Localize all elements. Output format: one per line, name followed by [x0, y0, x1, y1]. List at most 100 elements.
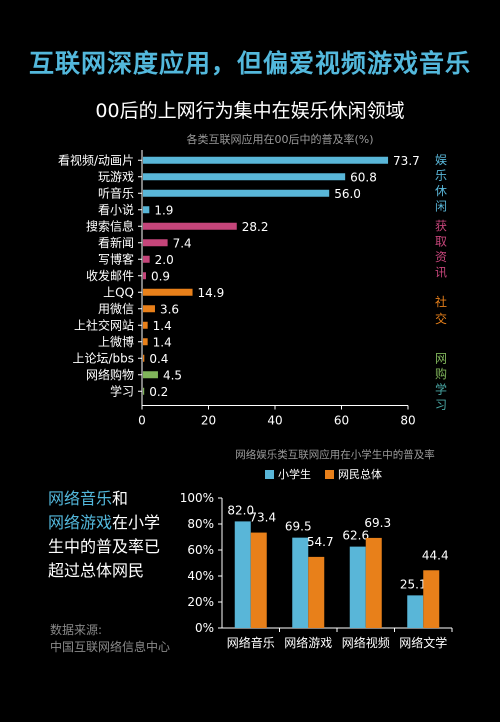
chart1-bar: [143, 189, 330, 197]
chart1-value-label: 7.4: [173, 236, 192, 250]
chart2-title: 网络娱乐类互联网应用在小学生中的普及率: [235, 449, 435, 461]
side-note-highlight-music: 网络音乐: [48, 489, 113, 508]
page-title: 互联网深度应用，但偏爱视频游戏音乐: [28, 49, 471, 78]
chart1-category-label: 看新闻: [98, 235, 134, 250]
chart2-y-tick-label: 0%: [195, 621, 214, 635]
chart1-value-label: 0.4: [149, 352, 168, 366]
chart1-group-label-char: 休: [435, 184, 447, 198]
chart1-value-label: 3.6: [160, 302, 179, 316]
chart1-group-label-char: 交: [435, 311, 447, 326]
chart1-bar: [143, 206, 150, 214]
chart1-bar: [143, 222, 237, 230]
chart1-category-label: 听音乐: [98, 185, 134, 200]
chart1-bar: [143, 387, 145, 395]
side-note-highlight-games: 网络游戏: [48, 513, 113, 532]
chart1-category-label: 用微信: [98, 302, 134, 316]
chart1-category-label: 网络购物: [86, 367, 134, 382]
chart1-x-tick-label: 60: [334, 414, 349, 428]
chart1-bar: [143, 338, 148, 346]
chart1-category-label: 写博客: [98, 251, 134, 266]
chart2-value-label: 25.1: [400, 577, 427, 591]
chart1-value-label: 2.0: [155, 253, 174, 267]
chart2-category-label: 网络文学: [399, 635, 447, 650]
chart1-category-label: 看视频/动画片: [58, 152, 134, 167]
chart2-legend-swatch: [265, 470, 274, 479]
chart1-group-label-char: 讯: [435, 266, 447, 280]
chart1-bar: [143, 321, 148, 329]
chart1-bar: [143, 156, 389, 164]
chart2-value-label: 54.7: [307, 535, 334, 549]
chart2-category-label: 网络游戏: [284, 635, 332, 650]
chart2-y-tick-label: 100%: [180, 491, 214, 505]
chart1-category-label: 看小说: [98, 202, 134, 217]
chart1-category-label: 玩游戏: [98, 170, 134, 184]
chart2-bar: [423, 570, 440, 628]
chart1-group-label-char: 学: [435, 382, 447, 397]
chart2-legend-swatch: [325, 470, 334, 479]
chart1-category-label: 上社交网站: [74, 317, 134, 332]
source-label: 数据来源:: [50, 623, 103, 637]
chart2-value-label: 69.5: [285, 520, 312, 534]
data-source: 数据来源: 中国互联网络信息中心: [50, 622, 210, 656]
chart2-y-tick-label: 60%: [187, 543, 214, 557]
chart1-group-label-char: 习: [435, 398, 447, 412]
chart2-value-label: 44.4: [422, 548, 449, 562]
chart1-group-label-char: 获: [435, 219, 447, 233]
chart1-x-tick-label: 40: [267, 414, 282, 428]
chart2-legend-label: 网民总体: [338, 467, 382, 481]
chart1-group-label-char: 社: [435, 294, 447, 309]
side-note-text: 在小学生中的普及率已超过总体网民: [48, 513, 161, 580]
chart1-category-label: 收发邮件: [86, 268, 134, 283]
chart2-bar: [234, 521, 251, 628]
chart1-bar: [143, 305, 155, 313]
chart1-value-label: 4.5: [163, 368, 182, 382]
chart1-group-label-char: 资: [435, 250, 447, 264]
chart1-value-label: 60.8: [350, 170, 377, 184]
chart1-group-label-char: 乐: [435, 169, 447, 183]
chart1-value-label: 0.2: [149, 385, 168, 399]
chart1-bar: [143, 173, 346, 181]
chart2-legend-label: 小学生: [278, 467, 311, 481]
chart1-bar: [143, 255, 150, 263]
chart2-value-label: 69.3: [364, 516, 391, 530]
chart1-x-tick-label: 0: [138, 414, 146, 428]
chart2-category-label: 网络音乐: [227, 635, 275, 650]
chart1-value-label: 1.9: [154, 203, 173, 217]
chart2-value-label: 82.0: [227, 503, 254, 517]
chart2-y-tick-label: 80%: [187, 517, 214, 531]
chart2-y-tick-label: 20%: [187, 595, 214, 609]
chart2-bar: [250, 532, 267, 628]
chart1-category-label: 上微博: [98, 334, 134, 349]
chart2-bar: [365, 537, 382, 628]
chart1-value-label: 1.4: [153, 335, 172, 349]
chart1-group-label-char: 网: [435, 352, 447, 366]
chart1-category-label: 搜索信息: [86, 218, 134, 233]
chart2-bar: [349, 546, 366, 628]
chart1-bar: [143, 272, 146, 280]
chart1-value-label: 14.9: [198, 286, 225, 300]
chart1-category-label: 上QQ: [103, 285, 134, 299]
chart2-bar: [292, 537, 309, 628]
chart1-group-label-char: 取: [435, 235, 447, 249]
page-subtitle: 00后的上网行为集中在娱乐休闲领域: [95, 100, 405, 122]
chart1-bar: [143, 371, 158, 379]
chart2-category-label: 网络视频: [342, 635, 390, 650]
chart2-y-tick-label: 40%: [187, 569, 214, 583]
chart1-value-label: 0.9: [151, 269, 170, 283]
chart2-bar: [308, 556, 325, 628]
chart1-x-tick-label: 80: [400, 414, 415, 428]
source-name: 中国互联网络信息中心: [50, 640, 171, 654]
chart1-value-label: 1.4: [153, 319, 172, 333]
chart1-group-label-char: 娱: [435, 153, 447, 167]
side-note-and: 和: [112, 489, 129, 508]
chart1-bar: [143, 239, 168, 247]
chart2-bar: [407, 595, 424, 628]
chart2-value-label: 62.6: [342, 529, 369, 543]
chart1-bar: [143, 288, 193, 296]
chart2-value-label: 73.4: [249, 511, 276, 525]
chart1-value-label: 73.7: [393, 154, 420, 168]
side-note: 网络音乐和网络游戏在小学生中的普及率已超过总体网民: [48, 487, 166, 583]
chart1-value-label: 28.2: [242, 220, 269, 234]
chart1-bar: [143, 354, 145, 362]
